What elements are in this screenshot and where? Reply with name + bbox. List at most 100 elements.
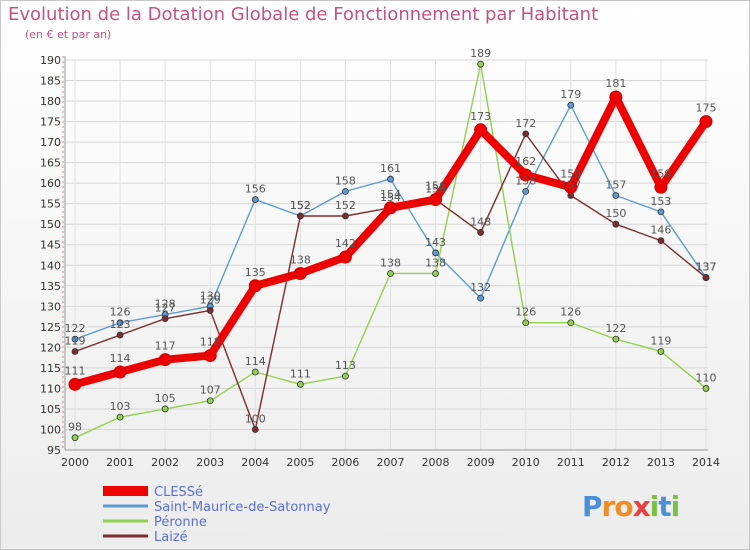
data-label-laiz: 157 [560,178,581,191]
data-label-cless: 181 [605,77,626,90]
data-label-laiz: 156 [425,183,446,196]
data-label-p-ronne: 113 [335,359,356,372]
legend-label: CLESSé [154,485,203,500]
x-tick-label: 2007 [377,456,405,469]
data-label-p-ronne: 98 [68,421,82,434]
y-tick-label: 130 [40,300,61,313]
data-point-saint-maurice-de-satonnay [612,192,620,199]
x-tick-label: 2001 [106,456,134,469]
data-point-laiz [342,212,349,220]
data-label-saint-maurice-de-satonnay: 157 [605,178,626,191]
series-lines [68,60,713,442]
x-tick-label: 2006 [331,456,359,469]
data-label-p-ronne: 105 [155,392,176,405]
y-tick-label: 140 [40,259,61,272]
data-label-p-ronne: 110 [696,371,717,384]
data-point-saint-maurice-de-satonnay [387,175,394,183]
data-label-saint-maurice-de-satonnay: 179 [560,88,581,101]
data-point-cless [113,365,127,379]
data-point-saint-maurice-de-satonnay [71,335,79,343]
data-point-cless [474,123,488,137]
data-label-laiz: 152 [335,199,356,212]
data-point-laiz [116,331,124,339]
data-label-laiz: 172 [515,117,536,130]
data-point-saint-maurice-de-satonnay [657,208,665,216]
data-point-laiz [206,307,214,314]
data-point-laiz [522,130,530,138]
data-label-cless: 118 [200,336,221,349]
y-tick-label: 100 [40,423,61,436]
data-point-p-ronne [387,270,394,277]
data-point-p-ronne [522,319,530,327]
data-point-cless [203,349,217,363]
data-label-saint-maurice-de-satonnay: 152 [290,199,311,212]
data-point-saint-maurice-de-satonnay [116,319,124,327]
data-point-saint-maurice-de-satonnay [432,249,439,257]
y-tick-label: 155 [40,198,61,211]
data-label-p-ronne: 119 [650,334,671,347]
data-point-laiz [161,315,169,323]
data-label-laiz: 127 [155,302,176,315]
data-point-p-ronne [702,385,710,392]
legend-label: Laizé [154,530,188,545]
data-point-cless [68,377,82,391]
data-point-saint-maurice-de-satonnay [342,187,349,195]
data-label-p-ronne: 114 [245,355,266,368]
data-label-p-ronne: 138 [380,256,401,269]
logo-letter: x [632,490,651,523]
data-label-laiz: 152 [290,199,311,212]
data-point-p-ronne [71,434,79,442]
data-point-p-ronne [251,368,259,376]
data-point-cless [654,180,668,194]
data-label-cless: 159 [650,167,671,180]
y-tick-label: 170 [40,136,61,149]
y-tick-label: 135 [40,280,61,293]
y-tick-label: 190 [40,54,61,67]
data-label-saint-maurice-de-satonnay: 153 [650,195,671,208]
data-point-saint-maurice-de-satonnay [567,101,575,109]
data-label-cless: 138 [290,253,311,266]
data-label-saint-maurice-de-satonnay: 130 [200,289,221,302]
data-label-cless: 173 [470,110,491,123]
data-label-laiz: 146 [650,224,671,237]
proxiti-logo: Proxiti [582,490,681,523]
data-point-laiz [251,426,259,433]
data-label-saint-maurice-de-satonnay: 126 [110,306,131,319]
data-point-laiz [477,229,485,236]
data-point-p-ronne [657,348,665,355]
y-tick-label: 95 [47,444,61,457]
data-point-cless [384,201,397,215]
data-point-cless [429,193,443,207]
data-label-saint-maurice-de-satonnay: 161 [380,162,401,175]
data-label-cless: 175 [696,102,717,115]
logo-letter: i [649,490,660,523]
data-label-cless: 142 [335,237,356,250]
y-tick-label: 175 [40,116,61,129]
x-tick-label: 2000 [61,456,89,469]
data-point-laiz [657,237,665,245]
data-label-p-ronne: 189 [470,47,491,60]
y-tick-label: 185 [40,75,61,88]
x-tick-label: 2013 [647,456,675,469]
data-point-cless [564,180,578,194]
y-tick-label: 125 [40,321,61,334]
data-point-laiz [702,274,710,281]
data-label-p-ronne: 126 [560,306,581,319]
data-label-p-ronne: 111 [290,367,311,380]
legend-label: Péronne [154,515,207,530]
y-tick-label: 160 [40,177,61,190]
data-label-saint-maurice-de-satonnay: 128 [155,298,176,311]
data-point-cless [609,90,623,104]
data-point-cless [248,279,262,293]
data-point-p-ronne [342,372,349,380]
data-point-cless [293,266,307,280]
data-label-laiz: 100 [245,412,266,425]
x-tick-label: 2012 [602,456,630,469]
data-point-p-ronne [206,397,214,405]
data-point-cless [699,115,713,129]
logo-letter: i [670,490,681,523]
chart-subtitle: (en € et par an) [25,28,112,41]
y-tick-label: 120 [40,341,61,354]
chart-title: Evolution de la Dotation Globale de Fonc… [8,4,599,25]
